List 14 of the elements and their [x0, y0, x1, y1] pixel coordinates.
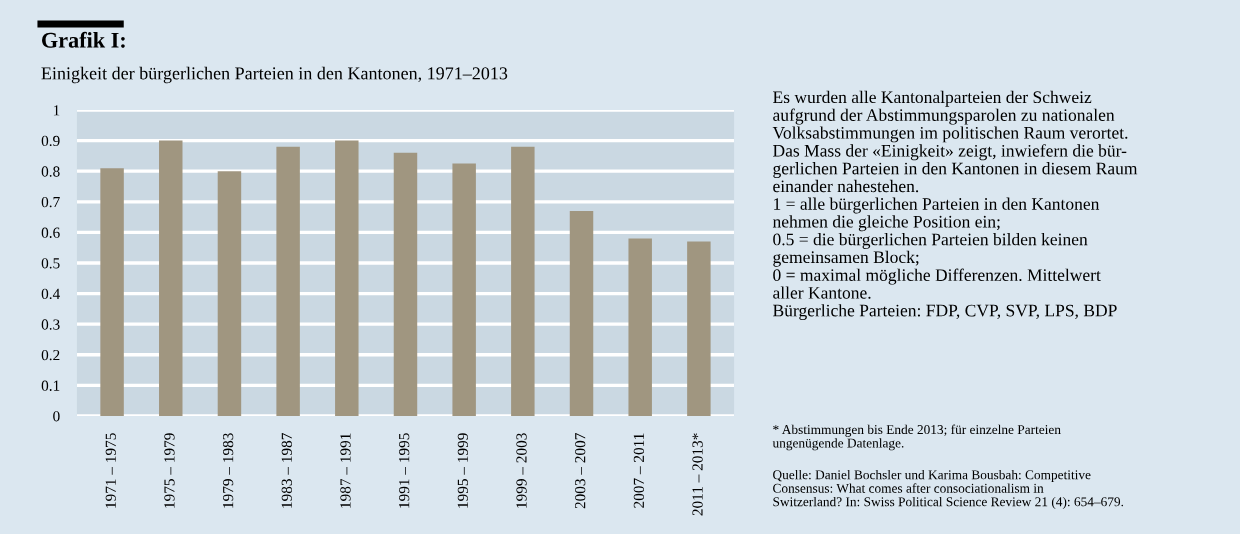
bar: [687, 241, 711, 416]
bar: [393, 152, 418, 416]
bar: [276, 146, 300, 416]
text: Es wurden alle Kantonalparteien der Schweiz aufgrund der Abstimmungsparolen zu nationalen Volksabstimmungen im politischen Raum verortet. Das Mass der «Einigkeit» zeigt, inwiefern die bür- gerlichen Parteien in den Kantonen in diesem Raum einander nahestehen. 1 = alle bürgerlichen Parteien in den Kantonen nehmen die gleiche Position ein; 0.5 = die bürgerlichen Parteien bilden keinen gemeinsamen Block; 0 = maximal mögliche Differenzen. Mittelwert aller Kantone. Bürgerliche Parteien: FDP, CVP, SVP, LPS, BDP: [772, 90, 1138, 321]
bar: [100, 168, 124, 416]
chart-subtitle: Einigkeit der bürgerlichen Parteien in den Kantonen, 1971–2013: [41, 66, 508, 84]
bar: [159, 140, 183, 416]
chart-title: Grafik I:: [42, 31, 125, 48]
bar: [452, 163, 476, 416]
bar: [511, 146, 535, 416]
bar: [628, 238, 652, 416]
bar: [217, 171, 242, 416]
bar: [569, 210, 594, 416]
bar: [335, 140, 359, 416]
